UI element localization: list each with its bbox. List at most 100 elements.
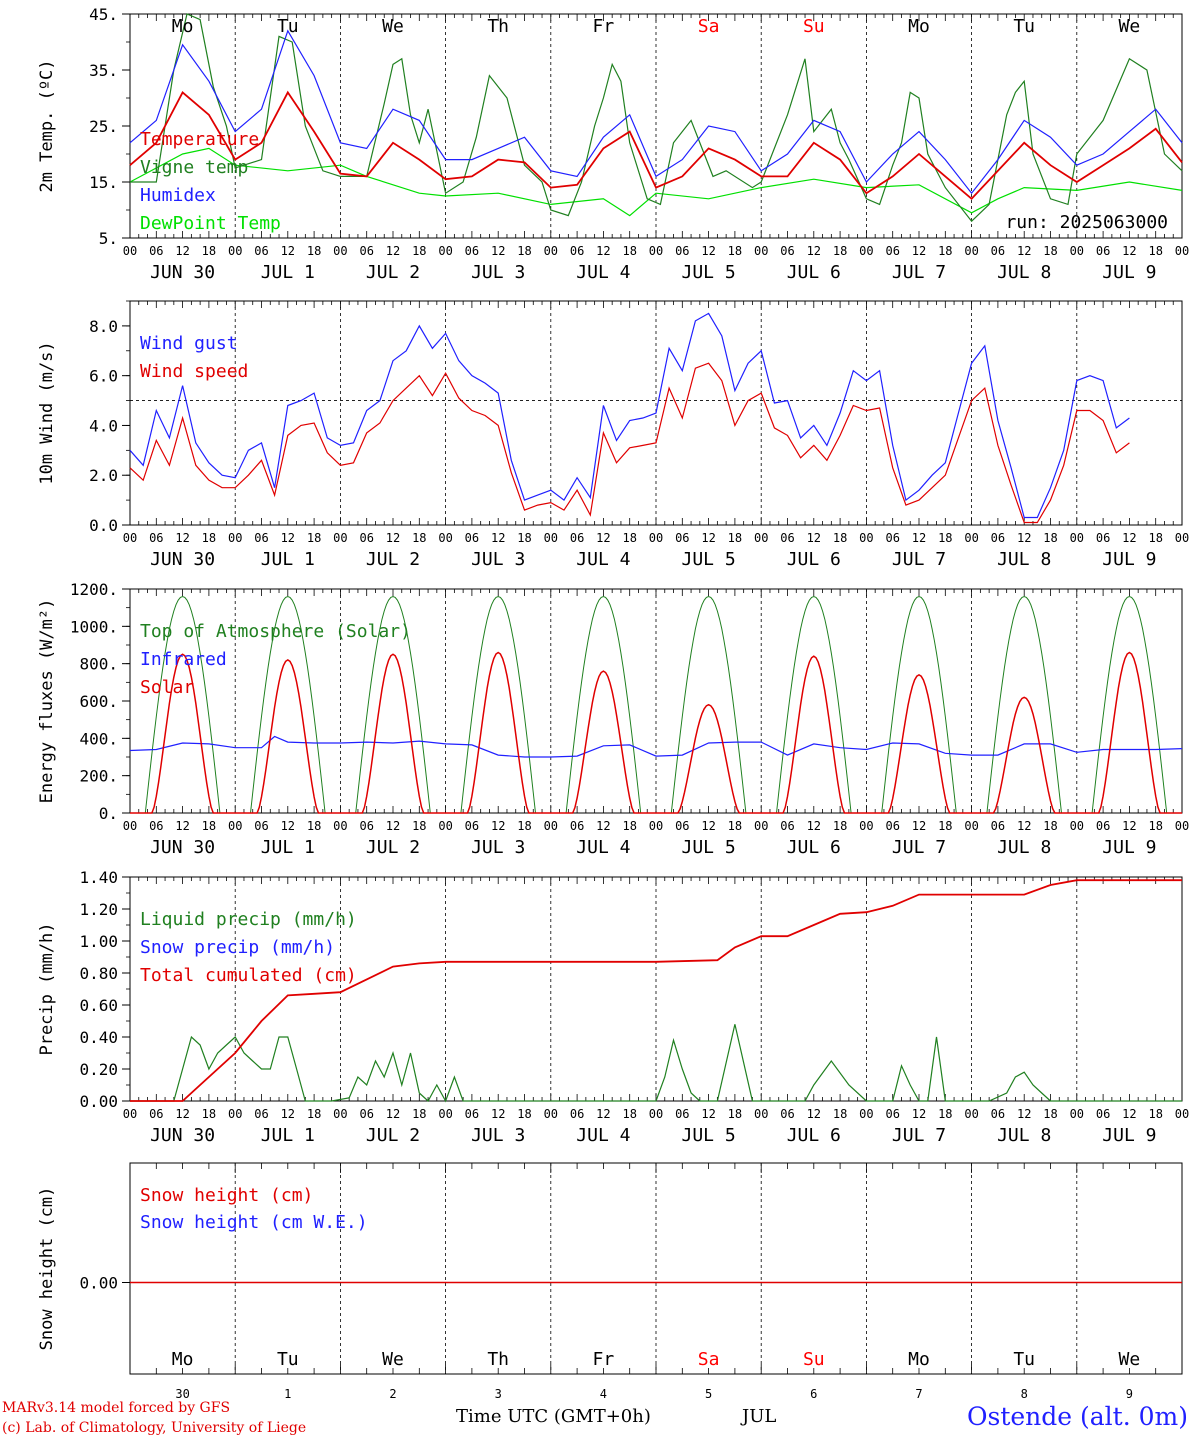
temperature-weekday-label: Fr: [593, 16, 615, 37]
temperature-hour-label: 12: [1122, 244, 1136, 258]
wind-hour-label: 12: [807, 531, 821, 545]
precip-hour-label: 12: [701, 1107, 715, 1121]
energy-date-label: JUL 4: [576, 837, 630, 858]
wind-hour-label: 00: [438, 531, 452, 545]
energy-hour-label: 06: [149, 819, 163, 833]
precip-date-label: JUL 8: [997, 1125, 1051, 1146]
temperature-weekday-label: Tu: [1013, 16, 1035, 37]
temperature-hour-label: 12: [1017, 244, 1031, 258]
temperature-hour-label: 00: [1070, 244, 1084, 258]
snow-y-tick-label: 0.00: [79, 1274, 118, 1293]
energy-hour-label: 12: [701, 819, 715, 833]
temperature-hour-label: 12: [175, 244, 189, 258]
energy-legend-entry: Solar: [140, 677, 194, 698]
temperature-legend-entry: Temperature: [140, 129, 259, 150]
precip-hour-label: 12: [281, 1107, 295, 1121]
wind-date-label: JUL 7: [892, 549, 946, 570]
precip-hour-label: 06: [359, 1107, 373, 1121]
wind-hour-label: 06: [465, 531, 479, 545]
energy-hour-label: 06: [570, 819, 584, 833]
precip-hour-label: 12: [596, 1107, 610, 1121]
wind-hour-label: 18: [517, 531, 531, 545]
temperature-y-tick-label: 15.: [89, 173, 118, 192]
wind-panel: 00 06 12 18 00 06 12 18 00 06 12 18 00 06 12 18 00 06 12 18…: [37, 300, 1189, 570]
temperature-hour-label: 18: [833, 244, 847, 258]
wind-y-tick-label: 4.0: [89, 416, 118, 435]
energy-hour-label: 06: [254, 819, 268, 833]
precip-hour-label: 18: [833, 1107, 847, 1121]
snow-weekday-label: Tu: [277, 1349, 299, 1370]
energy-hour-label: 00: [123, 819, 137, 833]
temperature-legend-entry: Vigne temp: [140, 157, 248, 178]
energy-hour-label: 12: [912, 819, 926, 833]
energy-hour-label: 12: [1017, 819, 1031, 833]
wind-hour-label: 12: [1017, 531, 1031, 545]
temperature-panel: 00 06 12 18 00 06 12 18 00 06 12 18 00 06 12 18 00 06 12 18…: [37, 5, 1189, 283]
temperature-hour-label: 06: [570, 244, 584, 258]
snow-weekday-label: We: [1119, 1349, 1141, 1370]
temperature-y-tick-label: 45.: [89, 5, 118, 24]
energy-hour-label: 18: [728, 819, 742, 833]
temperature-hour-label: 12: [912, 244, 926, 258]
temperature-hour-label: 06: [885, 244, 899, 258]
temperature-weekday-label: Mo: [172, 16, 194, 37]
series-wind-gust: [129, 312, 1130, 519]
wind-hour-label: 18: [412, 531, 426, 545]
energy-y-axis-label: Energy fluxes (W/m²): [37, 599, 57, 804]
temperature-y-tick-label: 5.: [99, 229, 118, 248]
precip-hour-label: 00: [859, 1107, 873, 1121]
precip-y-tick-label: 1.00: [79, 932, 118, 951]
energy-hour-label: 18: [833, 819, 847, 833]
temperature-date-label: JUL 1: [261, 262, 315, 283]
temperature-hour-label: 06: [149, 244, 163, 258]
temperature-date-label: JUL 8: [997, 262, 1051, 283]
series-wind-speed: [129, 362, 1130, 524]
temperature-hour-label: 18: [307, 244, 321, 258]
energy-date-label: JUL 8: [997, 837, 1051, 858]
snow-legend-entry: Snow height (cm): [140, 1185, 313, 1206]
precip-hour-label: 18: [1148, 1107, 1162, 1121]
temperature-hour-label: 12: [281, 244, 295, 258]
time-axis-label: Time UTC (GMT+0h): [456, 1406, 651, 1427]
temperature-hour-label: 18: [938, 244, 952, 258]
precip-hour-label: 00: [123, 1107, 137, 1121]
precip-date-label: JUL 4: [576, 1125, 630, 1146]
series-temperature: [129, 90, 1183, 201]
temperature-hour-label: 12: [386, 244, 400, 258]
energy-y-tick-label: 800.: [79, 655, 118, 674]
wind-hour-label: 06: [885, 531, 899, 545]
wind-hour-label: 06: [1096, 531, 1110, 545]
snow-day-number: 7: [915, 1387, 922, 1401]
temperature-hour-label: 00: [544, 244, 558, 258]
temperature-date-label: JUL 9: [1102, 262, 1156, 283]
snow-weekday-label: Fr: [593, 1349, 615, 1370]
temperature-weekday-label: We: [1119, 16, 1141, 37]
precip-legend-entry: Liquid precip (mm/h): [140, 909, 357, 930]
temperature-hour-label: 18: [1148, 244, 1162, 258]
energy-hour-label: 06: [780, 819, 794, 833]
temperature-hour-label: 06: [359, 244, 373, 258]
series-solar: [130, 651, 1182, 814]
energy-hour-label: 00: [438, 819, 452, 833]
energy-y-tick-label: 1200.: [70, 580, 118, 599]
wind-hour-label: 06: [675, 531, 689, 545]
precip-hour-label: 12: [1017, 1107, 1031, 1121]
precip-legend-entry: Snow precip (mm/h): [140, 937, 335, 958]
snow-day-number: 1: [284, 1387, 291, 1401]
temperature-hour-label: 00: [1175, 244, 1189, 258]
temperature-hour-label: 06: [780, 244, 794, 258]
energy-hour-label: 18: [412, 819, 426, 833]
precip-hour-label: 18: [1043, 1107, 1057, 1121]
wind-date-label: JUL 6: [787, 549, 841, 570]
precip-hour-label: 00: [333, 1107, 347, 1121]
wind-y-tick-label: 0.0: [89, 516, 118, 535]
precip-hour-label: 00: [1175, 1107, 1189, 1121]
wind-hour-label: 18: [202, 531, 216, 545]
wind-hour-label: 00: [1070, 531, 1084, 545]
energy-hour-label: 00: [1175, 819, 1189, 833]
wind-hour-label: 18: [1148, 531, 1162, 545]
temperature-frame: [129, 13, 1183, 239]
temperature-weekday-label: Su: [803, 16, 825, 37]
precip-hour-label: 06: [465, 1107, 479, 1121]
